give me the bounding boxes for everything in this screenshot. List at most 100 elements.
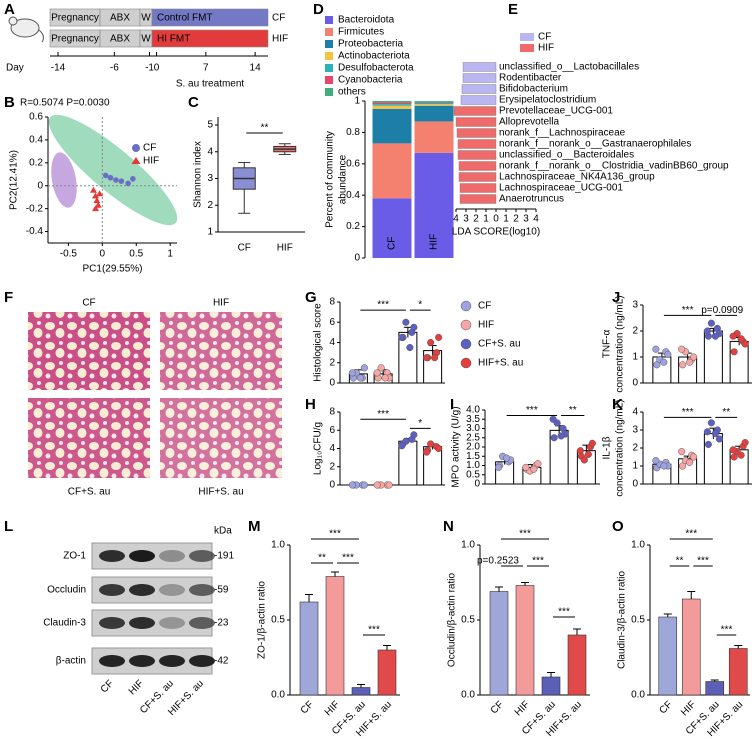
panel-label: J xyxy=(612,289,620,306)
x-tick-label: CF xyxy=(238,243,251,254)
significance-label: * xyxy=(418,418,422,429)
point xyxy=(549,415,557,423)
legend-label: Bacteroidota xyxy=(338,15,395,26)
x-tick-label: 3 xyxy=(523,214,529,225)
y-tick-label: 0 xyxy=(329,480,335,491)
point xyxy=(94,201,102,208)
lda-bar xyxy=(457,150,497,160)
y-axis-label: Occludin/β-actin ratio xyxy=(447,573,458,668)
legend-swatch xyxy=(325,40,333,48)
y-tick-label: 2 xyxy=(632,443,638,454)
lda-bar xyxy=(458,161,497,171)
y-tick-label: 0.6 xyxy=(29,112,43,123)
significance-label: *** xyxy=(532,556,544,567)
point xyxy=(576,447,584,455)
y-tick-label: 0.5 xyxy=(271,615,285,626)
blot-protein: ZO-1 xyxy=(63,551,86,562)
y-tick-label: 3.5 xyxy=(466,414,480,425)
bar xyxy=(728,648,748,696)
y-tick-label: 8 xyxy=(329,297,335,308)
bar-segment xyxy=(372,104,412,106)
y-axis-label: concentration (ng/mL) xyxy=(615,295,626,392)
panel-label: D xyxy=(313,1,324,18)
histology-label: HIF+S. au xyxy=(198,487,243,498)
significance-label: *** xyxy=(558,607,570,618)
point xyxy=(741,439,749,447)
timeline-day: -6 xyxy=(110,63,119,74)
point xyxy=(730,348,738,356)
y-tick-label: 1.0 xyxy=(466,460,480,471)
point xyxy=(557,432,565,440)
point xyxy=(495,463,503,471)
timeline-segment-label: ABX xyxy=(110,13,130,24)
feature-label: Anaerotruncus xyxy=(499,194,564,205)
y-tick-label: 0.0 xyxy=(461,690,475,701)
y-tick-label: 0 xyxy=(354,253,360,264)
point xyxy=(522,463,530,471)
panel-label: I xyxy=(450,396,454,413)
legend-label: CF+S. au xyxy=(478,339,521,350)
legend-marker xyxy=(131,157,141,164)
point xyxy=(707,419,715,427)
panel-label: A xyxy=(4,1,15,18)
point xyxy=(107,174,114,181)
legend-label: Actinobacteriota xyxy=(338,51,410,62)
lda-bar xyxy=(460,95,497,105)
point xyxy=(96,190,104,197)
point xyxy=(652,457,660,465)
blot-kda: -42 xyxy=(214,656,229,667)
x-tick-label: 1 xyxy=(503,214,509,225)
point xyxy=(503,454,511,462)
blot-lane: CF xyxy=(99,678,116,695)
point xyxy=(660,462,668,470)
legend-label: Proteobacteria xyxy=(338,39,403,50)
bar-segment xyxy=(372,198,412,258)
legend-marker xyxy=(132,144,140,152)
timeline-row-label: CF xyxy=(272,13,285,24)
point xyxy=(402,318,410,326)
lda-bar xyxy=(462,62,497,72)
y-tick-label: 0.0 xyxy=(631,690,645,701)
timeline-segment-label: W xyxy=(141,13,151,24)
point xyxy=(686,358,694,366)
blot-band xyxy=(99,550,125,562)
significance-label: ** xyxy=(569,405,577,416)
x-tick-label: 2 xyxy=(473,214,479,225)
significance-label: *** xyxy=(368,625,380,636)
y-tick-label: 1 xyxy=(632,352,638,363)
point xyxy=(678,345,686,353)
legend-marker xyxy=(460,338,472,350)
feature-label: norank_f__norank_o__Gastranaerophilales xyxy=(499,139,691,150)
point xyxy=(435,333,443,341)
blot-band xyxy=(99,655,125,667)
y-tick-label: 0.4 xyxy=(29,135,43,146)
histology-image xyxy=(160,312,282,390)
legend-marker xyxy=(460,300,472,312)
point xyxy=(660,358,668,366)
point xyxy=(373,481,381,489)
y-tick-label: 6 xyxy=(329,425,335,436)
lda-bar xyxy=(459,183,497,193)
x-tick-label: 3 xyxy=(463,214,469,225)
blot-kda: -59 xyxy=(214,585,229,596)
feature-label: Lachnospiraceae_NK4A136_group xyxy=(499,172,655,183)
y-tick-label: 0.2 xyxy=(29,157,43,168)
significance-label: ** xyxy=(318,553,326,564)
x-tick-label: CF xyxy=(489,699,506,716)
x-tick-label: -0.5 xyxy=(60,249,78,260)
bar-segment xyxy=(414,101,454,102)
timeline-day: 7 xyxy=(203,63,209,74)
bar-segment xyxy=(414,152,454,258)
bar xyxy=(705,681,725,696)
legend-label: CF xyxy=(478,301,491,312)
x-tick-label: 1 xyxy=(483,214,489,225)
y-axis-label: Claudin-3/β-actin ratio xyxy=(617,571,628,669)
significance-label: *** xyxy=(329,529,341,540)
y-tick-label: 0 xyxy=(632,479,638,490)
timeline-segment-label: W xyxy=(141,34,151,45)
y-tick-label: 1 xyxy=(632,461,638,472)
point xyxy=(703,428,711,436)
feature-label: norank_f__Lachnospiraceae xyxy=(499,128,626,139)
bar xyxy=(567,634,587,696)
x-axis-label: LDA SCORE(log10) xyxy=(452,227,540,238)
